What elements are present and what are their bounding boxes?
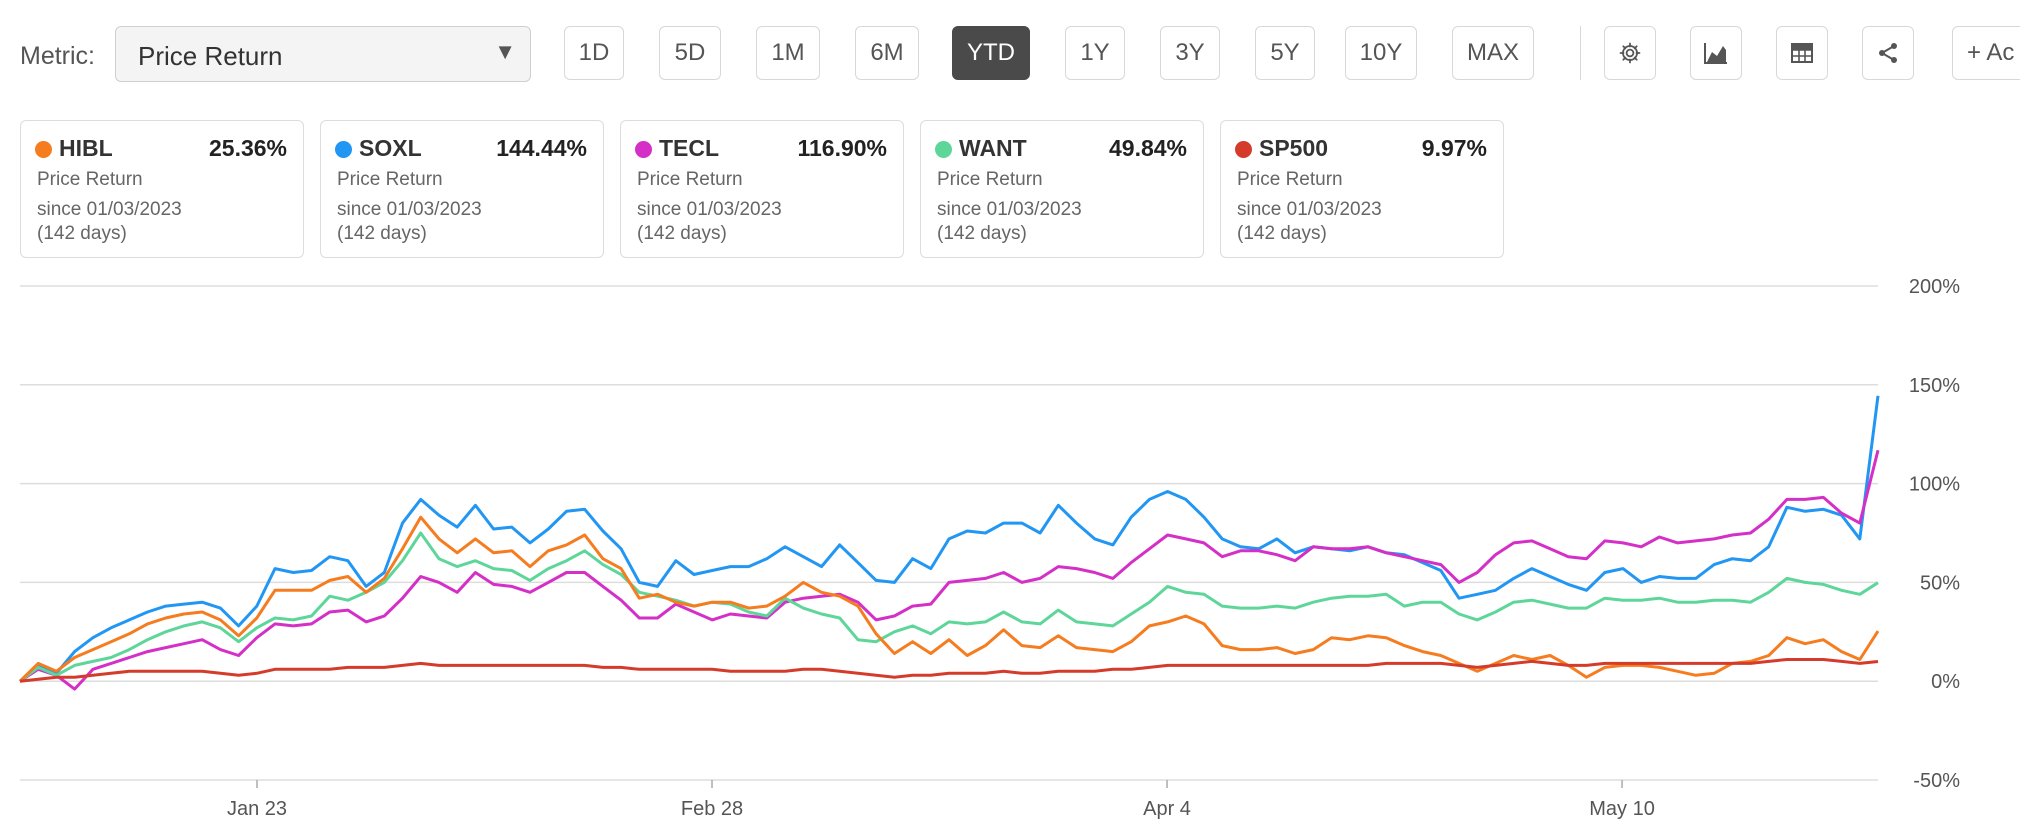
period-button-max[interactable]: MAX [1452, 26, 1534, 80]
since-date: since 01/03/2023 [937, 199, 1082, 220]
ticker-return: 49.84% [1108, 135, 1187, 161]
x-tick-label: Feb 28 [681, 798, 743, 819]
ticker-symbol: SOXL [359, 135, 422, 161]
series-color-dot [1235, 141, 1252, 158]
gear-icon [1619, 42, 1641, 64]
period-button-1m[interactable]: 1M [756, 26, 820, 80]
since-date: since 01/03/2023 [37, 199, 182, 220]
x-axis-ticks: Jan 23 Feb 28 Apr 4 May 10 [227, 780, 1655, 819]
area-chart-icon [1704, 43, 1727, 64]
series-line-sp500[interactable] [19, 658, 1879, 683]
toolbar-divider [1580, 26, 1581, 80]
settings-button[interactable] [1604, 26, 1656, 80]
since-date: since 01/03/2023 [637, 199, 782, 220]
period-button-5y[interactable]: 5Y [1255, 26, 1315, 80]
chart-series [18, 395, 1880, 691]
y-tick-label: 50% [1920, 572, 1960, 594]
metric-name: Price Return [37, 169, 143, 190]
metric-label: Metric: [20, 42, 95, 70]
metric-value: Price Return [138, 41, 283, 71]
ticker-card-soxl[interactable]: SOXL 144.44% Price Return since 01/03/20… [320, 120, 604, 258]
chart-grid [20, 285, 1878, 781]
period-days: (142 days) [1237, 223, 1327, 244]
metric-select[interactable]: Price Return ▼ [115, 26, 531, 82]
period-button-5d[interactable]: 5D [659, 26, 721, 80]
series-color-dot [635, 141, 652, 158]
metric-name: Price Return [937, 169, 1043, 190]
series-color-dot [935, 141, 952, 158]
ticker-card-hibl[interactable]: HIBL 25.36% Price Return since 01/03/202… [20, 120, 304, 258]
table-icon [1791, 43, 1813, 63]
metric-name: Price Return [637, 169, 743, 190]
chart-type-button[interactable] [1690, 26, 1742, 80]
ticker-symbol: HIBL [59, 135, 113, 161]
series-line-soxl[interactable] [19, 395, 1880, 683]
period-button-1y[interactable]: 1Y [1065, 26, 1125, 80]
ticker-return: 25.36% [208, 135, 287, 161]
ticker-card-sp500[interactable]: SP500 9.97% Price Return since 01/03/202… [1220, 120, 1504, 258]
ticker-return: 9.97% [1421, 135, 1487, 161]
table-view-button[interactable] [1776, 26, 1828, 80]
series-line-tecl[interactable] [19, 449, 1880, 691]
period-button-3y[interactable]: 3Y [1160, 26, 1220, 80]
share-button[interactable] [1862, 26, 1914, 80]
ticker-symbol: SP500 [1259, 135, 1329, 161]
y-tick-label: 200% [1909, 276, 1960, 298]
ticker-symbol: WANT [959, 135, 1027, 161]
period-days: (142 days) [37, 223, 127, 244]
x-tick-label: Jan 23 [227, 798, 287, 819]
ticker-return: 116.90% [797, 135, 887, 161]
ticker-return: 144.44% [496, 135, 587, 161]
y-tick-label: 100% [1909, 474, 1960, 496]
series-line-want[interactable] [19, 531, 1879, 683]
price-return-chart: -50% 0% 50% 100% 150% 200% Jan 23 Feb 28 Apr 4 M… [18, 276, 1960, 819]
period-button-1d[interactable]: 1D [564, 26, 624, 80]
y-tick-label: 150% [1909, 375, 1960, 397]
share-icon [1879, 43, 1897, 63]
series-line-hibl[interactable] [18, 515, 1880, 683]
y-axis-ticks: -50% 0% 50% 100% 150% 200% [1909, 276, 1960, 792]
x-tick-label: May 10 [1589, 798, 1655, 819]
metric-name: Price Return [1237, 169, 1343, 190]
period-button-ytd[interactable]: YTD [952, 26, 1030, 80]
period-days: (142 days) [337, 223, 427, 244]
ticker-card-tecl[interactable]: TECL 116.90% Price Return since 01/03/20… [620, 120, 904, 258]
since-date: since 01/03/2023 [1237, 199, 1382, 220]
y-tick-label: -50% [1913, 770, 1960, 792]
series-color-dot [35, 141, 52, 158]
add-comparison-button[interactable]: + Ac [1952, 26, 2020, 80]
period-button-10y[interactable]: 10Y [1345, 26, 1417, 80]
since-date: since 01/03/2023 [337, 199, 482, 220]
toolbar: Metric: Price Return ▼ 1D 5D 1M 6M YTD 1… [0, 0, 2020, 110]
comparison-cards: HIBL 25.36% Price Return since 01/03/202… [0, 120, 2020, 260]
x-tick-label: Apr 4 [1143, 798, 1191, 819]
period-days: (142 days) [637, 223, 727, 244]
period-days: (142 days) [937, 223, 1027, 244]
y-tick-label: 0% [1931, 671, 1960, 693]
chevron-down-icon: ▼ [494, 39, 516, 64]
ticker-card-want[interactable]: WANT 49.84% Price Return since 01/03/202… [920, 120, 1204, 258]
period-button-6m[interactable]: 6M [855, 26, 919, 80]
ticker-symbol: TECL [659, 135, 720, 161]
metric-name: Price Return [337, 169, 443, 190]
series-color-dot [335, 141, 352, 158]
